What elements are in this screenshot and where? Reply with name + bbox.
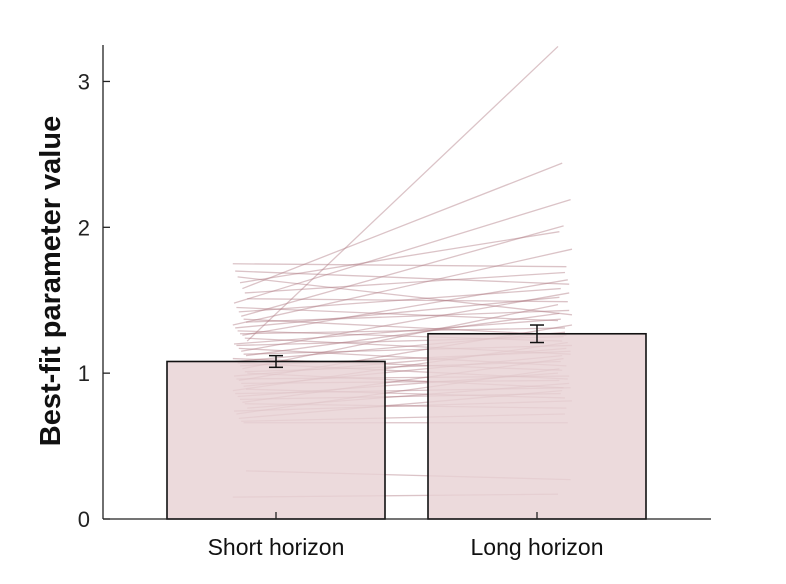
error-bar-1 [530,324,544,344]
x-tick-label: Long horizon [471,534,604,560]
subject-line [238,287,561,313]
subject-line [236,306,559,322]
subject-line [239,231,560,284]
bar-0 [166,360,386,520]
y-tick-label: 1 [78,361,90,386]
subject-line [246,45,559,342]
bars [166,332,647,520]
subject-line [233,318,561,345]
subject-line [245,312,560,357]
subject-line [245,309,570,323]
x-tick-label: Short horizon [208,534,345,560]
subject-line [235,296,560,329]
error-bars [269,324,544,369]
subject-line [241,292,570,352]
subject-line [242,162,563,290]
y-axis-title: Best-fit parameter value [35,116,67,446]
subject-line [247,298,568,303]
error-bar-0 [269,354,283,369]
subject-line [242,303,559,370]
axes: 0 1 2 3 Short horizon Long horizon [78,45,711,560]
subject-line [233,198,571,304]
bar-1 [427,332,647,520]
subject-line [232,263,567,268]
subject-line [232,248,573,326]
y-tick-label: 2 [78,215,90,240]
subject-line [243,318,567,336]
y-tick-label: 0 [78,507,90,532]
subject-line [239,327,566,335]
subject-line [242,279,568,336]
y-tick-label: 3 [78,69,90,94]
subject-line [235,270,570,285]
subject-line [244,271,566,294]
subject-line [237,276,573,316]
subject-line [241,225,564,317]
